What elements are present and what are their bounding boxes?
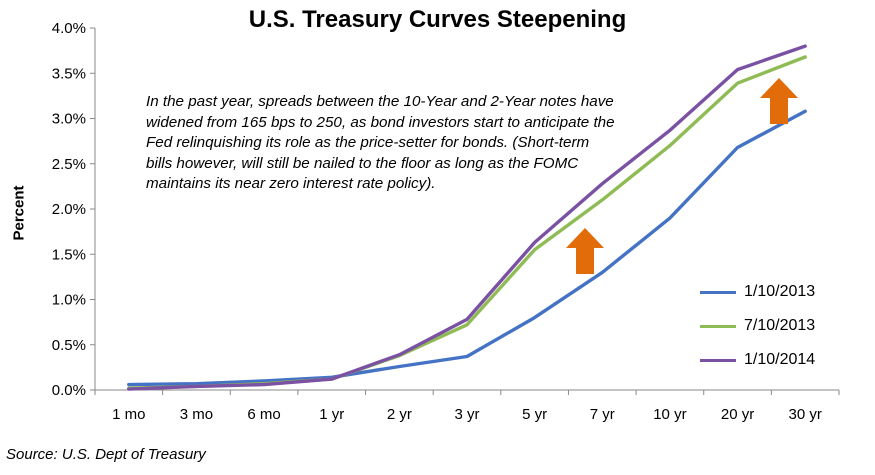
x-tick-label: 1 mo [112, 406, 145, 423]
legend-label: 1/10/2013 [744, 283, 816, 300]
y-axis-label: Percent [10, 185, 28, 241]
chart-source: Source: U.S. Dept of Treasury [6, 446, 206, 463]
legend-label: 1/10/2014 [744, 351, 816, 368]
legend-item: 7/10/2013 [700, 309, 815, 343]
x-tick-label: 10 yr [653, 406, 686, 423]
chart-legend: 1/10/2013 7/10/2013 1/10/2014 [700, 275, 815, 377]
chart-title: U.S. Treasury Curves Steepening [248, 6, 627, 33]
x-tick-label: 7 yr [590, 406, 615, 423]
series-line-1/10/2013 [127, 109, 807, 387]
legend-item: 1/10/2014 [700, 343, 815, 377]
legend-label: 7/10/2013 [744, 317, 816, 334]
chart-axes: 0.0% 0.5% 1.0% 1.5% 2.0% 2.5% 3.0% 3.5% 4.0% 1 mo… [52, 20, 840, 423]
y-tick-label: 3.5% [52, 65, 86, 82]
y-tick-label: 0.5% [52, 337, 86, 354]
up-arrow-icon [760, 78, 798, 124]
x-tick-label: 5 yr [522, 406, 547, 423]
x-tick-label: 3 yr [454, 406, 479, 423]
x-tick-label: 20 yr [721, 406, 754, 423]
x-tick-label: 6 mo [247, 406, 280, 423]
legend-item: 1/10/2013 [700, 275, 815, 309]
y-tick-label: 2.5% [52, 156, 86, 173]
y-tick-label: 3.0% [52, 111, 86, 128]
x-tick-label: 3 mo [180, 406, 213, 423]
y-tick-label: 4.0% [52, 20, 86, 37]
x-tick-label: 30 yr [789, 406, 822, 423]
legend-swatch [700, 290, 736, 294]
chart-series [127, 44, 807, 391]
y-tick-label: 1.5% [52, 246, 86, 263]
chart-arrows [566, 78, 798, 274]
y-tick-label: 0.0% [52, 382, 86, 399]
legend-swatch [700, 324, 736, 328]
x-tick-label: 2 yr [387, 406, 412, 423]
up-arrow-icon [566, 228, 604, 274]
series-line-1/10/2014 [127, 44, 807, 391]
y-tick-label: 2.0% [52, 201, 86, 218]
chart-annotation: In the past year, spreads between the 10… [146, 93, 615, 192]
legend-swatch [700, 358, 736, 362]
x-tick-label: 1 yr [319, 406, 344, 423]
y-tick-label: 1.0% [52, 292, 86, 309]
